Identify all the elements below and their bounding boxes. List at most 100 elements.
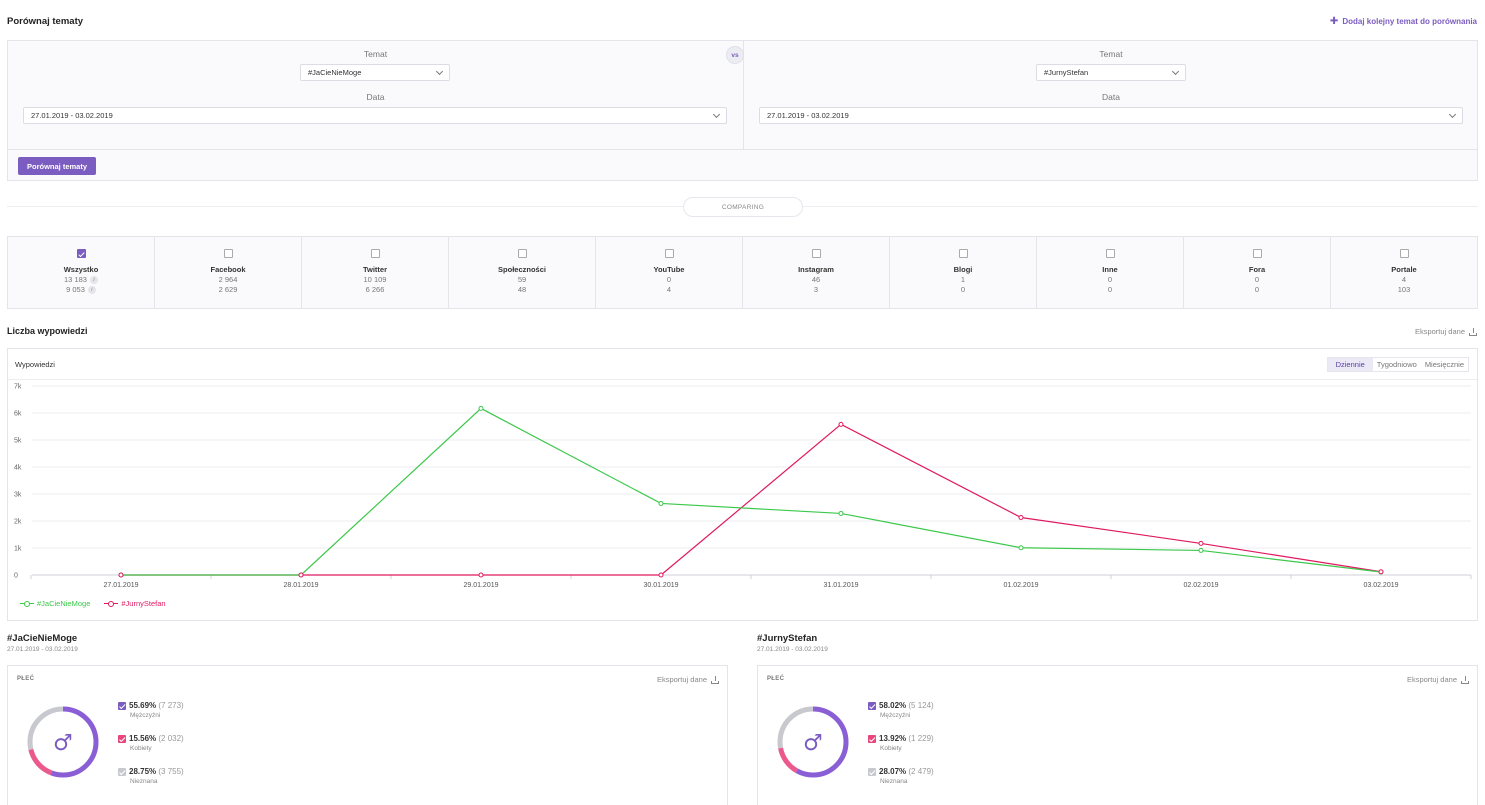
source-checkbox[interactable]	[958, 249, 968, 258]
data-point[interactable]	[658, 500, 664, 506]
source-count-a: 0	[666, 275, 672, 284]
source-name: Inne	[1102, 265, 1118, 274]
gender-pct: 13.92%	[879, 734, 907, 743]
gender-count: (5 124)	[908, 701, 934, 710]
source-count-a: 2 964	[218, 275, 238, 284]
gender-checkbox[interactable]	[868, 734, 876, 743]
x-tick-label: 01.02.2019	[1003, 582, 1038, 589]
info-icon[interactable]: i	[89, 276, 98, 285]
data-point[interactable]	[478, 405, 484, 411]
tab-monthly[interactable]: Miesięcznie	[1424, 360, 1464, 369]
gender-count: (2 032)	[158, 734, 184, 743]
data-point[interactable]	[118, 572, 124, 578]
data-point[interactable]	[298, 572, 304, 578]
statements-chart-card: Wypowiedzi Dziennie Tygodniowo Miesięczn…	[7, 348, 1478, 621]
source-facebook[interactable]: Facebook 2 964 2 629	[154, 237, 301, 308]
source-checkbox[interactable]	[664, 249, 674, 258]
gender-row-women: 15.56% (2 032) Kobiety	[118, 734, 184, 752]
tab-daily[interactable]: Dziennie	[1327, 358, 1373, 371]
compare-footer: Porównaj tematy	[8, 149, 1477, 181]
data-point[interactable]	[478, 572, 484, 578]
x-tick-label: 31.01.2019	[823, 582, 858, 589]
source-twitter[interactable]: Twitter 10 109 6 266	[301, 237, 448, 308]
source-name: Instagram	[798, 265, 834, 274]
source-checkbox[interactable]	[1105, 249, 1115, 258]
tab-weekly[interactable]: Tygodniowo	[1376, 360, 1417, 369]
topic-label-right: Temat	[1099, 49, 1123, 59]
data-point[interactable]	[838, 510, 844, 516]
series-line	[121, 423, 1382, 576]
source-checkbox[interactable]	[223, 249, 233, 258]
source-blogs[interactable]: Blogi 1 0	[889, 237, 1036, 308]
data-point[interactable]	[1198, 540, 1204, 546]
gender-checkbox[interactable]	[118, 767, 126, 776]
source-checkbox[interactable]	[1252, 249, 1262, 258]
legend-item-jacieniemoge[interactable]: #JaCieNieMoge	[20, 599, 90, 608]
source-checkbox[interactable]	[517, 249, 527, 258]
source-social[interactable]: Społeczności 59 48	[448, 237, 595, 308]
y-tick-label: 1k	[14, 546, 22, 553]
x-tick-label: 30.01.2019	[643, 582, 678, 589]
add-topic-link[interactable]: ✚ Dodaj kolejny temat do porównania	[1330, 16, 1477, 27]
legend-item-jurnystefan[interactable]: #JurnyStefan	[104, 599, 166, 608]
donut-segment[interactable]	[777, 706, 849, 778]
source-name: Blogi	[953, 265, 973, 274]
topic-date: 27.01.2019 - 03.02.2019	[757, 646, 828, 653]
gender-name: Nieznana	[880, 778, 908, 785]
source-portals[interactable]: Portale 4 103	[1330, 237, 1477, 308]
data-point[interactable]	[838, 421, 844, 427]
gender-pct: 55.69%	[129, 701, 157, 710]
compare-left: Temat #JaCieNieMoge Data 27.01.2019 - 03…	[8, 41, 743, 149]
export-label: Eksportuj dane	[1414, 327, 1465, 336]
source-all[interactable]: Wszystko 13 183 i 9 053 i	[8, 237, 154, 308]
gender-row-men: 58.02% (5 124) Mężczyźni	[868, 701, 934, 719]
source-checkbox[interactable]	[76, 249, 86, 258]
data-point[interactable]	[1198, 547, 1204, 553]
date-select-right-value: 27.01.2019 - 03.02.2019	[767, 111, 849, 120]
gender-count: (7 273)	[158, 701, 184, 710]
date-label-left: Data	[366, 92, 385, 102]
source-other[interactable]: Inne 0 0	[1036, 237, 1183, 308]
y-tick-label: 0	[14, 573, 18, 580]
data-point[interactable]	[1018, 514, 1024, 520]
legend-label: #JurnyStefan	[121, 599, 166, 608]
export-statements-button[interactable]: Eksportuj dane	[1415, 327, 1477, 336]
gender-label: PŁEĆ	[767, 676, 785, 682]
source-count-a: 0	[1107, 275, 1113, 284]
gender-count: (3 755)	[158, 767, 184, 776]
gender-checkbox[interactable]	[118, 701, 126, 710]
gender-checkbox[interactable]	[868, 767, 876, 776]
source-forums[interactable]: Fora 0 0	[1183, 237, 1330, 308]
export-gender-button[interactable]: Eksportuj dane	[1407, 675, 1469, 684]
source-checkbox[interactable]	[811, 249, 821, 258]
source-count-a: 0	[1254, 275, 1260, 284]
source-youtube[interactable]: YouTube 0 4	[595, 237, 742, 308]
data-point[interactable]	[658, 572, 664, 578]
source-checkbox[interactable]	[370, 249, 380, 258]
x-tick-label: 03.02.2019	[1363, 582, 1398, 589]
source-count-a: 10 109	[363, 275, 387, 284]
date-select-right[interactable]: 27.01.2019 - 03.02.2019	[759, 107, 1463, 124]
topic-select-right[interactable]: #JurnyStefan	[1036, 64, 1186, 81]
gender-donut: ♂	[777, 706, 849, 778]
compare-topics-button[interactable]: Porównaj tematy	[18, 157, 96, 175]
info-icon[interactable]: i	[87, 286, 96, 295]
donut-segment[interactable]	[27, 706, 99, 778]
topic-title: #JurnyStefan	[757, 633, 818, 644]
source-instagram[interactable]: Instagram 46 3	[742, 237, 889, 308]
chart-header: Wypowiedzi Dziennie Tygodniowo Miesięczn…	[8, 349, 1477, 380]
export-gender-button[interactable]: Eksportuj dane	[657, 675, 719, 684]
topic-select-left[interactable]: #JaCieNieMoge	[300, 64, 450, 81]
gender-card: PŁEĆ Eksportuj dane ♂ 58.02% (5 124) Męż…	[757, 665, 1478, 805]
data-point[interactable]	[1378, 569, 1384, 575]
gender-checkbox[interactable]	[118, 734, 126, 743]
source-count-a: 4	[1401, 275, 1407, 284]
date-select-left[interactable]: 27.01.2019 - 03.02.2019	[23, 107, 727, 124]
export-label: Eksportuj dane	[656, 675, 707, 684]
gender-row-unknown: 28.75% (3 755) Nieznana	[118, 767, 184, 785]
data-point[interactable]	[1018, 545, 1024, 551]
source-checkbox[interactable]	[1399, 249, 1409, 258]
download-icon	[711, 675, 719, 684]
gender-checkbox[interactable]	[868, 701, 876, 710]
count-value: 13 183	[64, 275, 87, 284]
